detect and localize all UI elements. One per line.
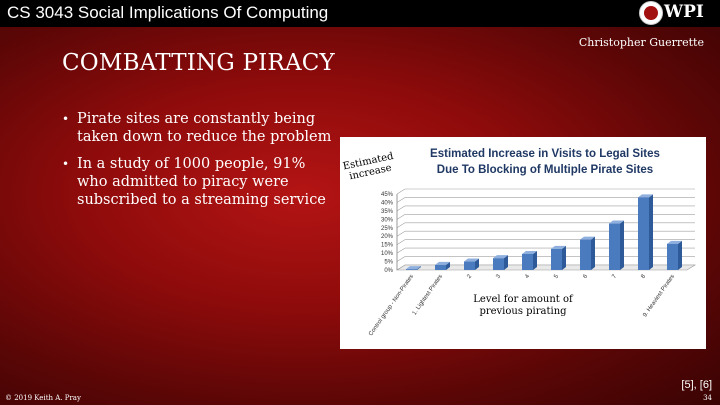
grid-line-side — [396, 247, 406, 254]
bar-side — [649, 194, 653, 270]
x-tick-label: 9. Heaviest Pirates — [642, 274, 676, 319]
bar-chart: Estimated Increase in Visits to Legal Si… — [342, 148, 697, 338]
grid-line-side — [396, 256, 406, 262]
bar-side — [678, 240, 682, 270]
header-bar: CS 3043 Social Implications Of Computing… — [0, 0, 720, 27]
y-tick-label: 0% — [384, 268, 393, 274]
bar — [638, 197, 649, 270]
chart-title: Estimated Increase in Visits to Legal Si… — [430, 148, 660, 160]
page-number: 34 — [703, 394, 712, 402]
wpi-seal-icon — [639, 1, 663, 25]
y-tick-label: 5% — [384, 260, 393, 266]
bar-side — [417, 266, 421, 270]
course-title: CS 3043 Social Implications Of Computing — [7, 3, 329, 22]
x-tick-label: 6 — [582, 273, 589, 280]
bar — [609, 223, 620, 270]
y-tick-label: 10% — [381, 251, 394, 257]
x-tick-label: 1. Lightest Pirates — [412, 274, 444, 317]
bar-side — [562, 245, 566, 270]
x-tick-label: 8 — [640, 273, 647, 280]
bar — [493, 258, 504, 270]
bullet-list: Pirate sites are constantly being taken … — [62, 110, 338, 218]
bar-top — [580, 236, 595, 240]
x-tick-label: 3 — [495, 273, 502, 280]
bar — [580, 239, 591, 270]
bar-top — [551, 245, 566, 249]
bar-top — [493, 255, 508, 259]
bar — [551, 248, 562, 270]
bar-top — [464, 258, 479, 262]
x-axis-label: previous pirating — [479, 306, 567, 317]
x-axis-label: Level for amount of — [473, 294, 574, 305]
grid-line-side — [396, 230, 406, 237]
bullet-item: In a study of 1000 people, 91% who admit… — [62, 155, 338, 209]
grid-line-side — [396, 188, 406, 195]
bar-top — [406, 266, 421, 270]
y-tick-label: 25% — [381, 226, 394, 232]
bar — [435, 264, 446, 270]
bar — [464, 261, 475, 270]
bar-top — [435, 261, 450, 265]
slide-title: COMBATTING PIRACY — [62, 50, 335, 76]
bar-side — [446, 261, 450, 270]
wpi-logo-text: WPI — [664, 2, 704, 22]
references: [5], [6] — [681, 379, 712, 391]
chart-figure: Estimated Increase in Visits to Legal Si… — [340, 137, 706, 349]
bullet-item: Pirate sites are constantly being taken … — [62, 110, 338, 146]
x-tick-label: Control group - Non-Pirates — [368, 274, 415, 338]
bar-top — [522, 250, 537, 254]
copyright: © 2019 Keith A. Pray — [5, 394, 81, 402]
grid-line-side — [396, 214, 406, 220]
x-tick-label: 5 — [553, 273, 560, 280]
x-tick-label: 4 — [524, 273, 531, 280]
x-tick-label: 2 — [466, 273, 473, 280]
y-tick-label: 30% — [381, 217, 394, 223]
y-tick-label: 15% — [381, 243, 394, 249]
bar — [522, 253, 533, 270]
grid-line-side — [396, 197, 406, 203]
grid-line-side — [396, 205, 406, 212]
grid-line-side — [396, 222, 406, 229]
bar-top — [609, 220, 624, 224]
bar-top — [638, 194, 653, 198]
bar-side — [591, 236, 595, 270]
bar-top — [667, 240, 682, 244]
wpi-logo: WPI — [639, 1, 719, 25]
bar — [667, 243, 678, 270]
bar-side — [504, 255, 508, 270]
x-tick-label: 7 — [611, 273, 618, 280]
bar-side — [533, 250, 537, 270]
y-tick-label: 20% — [381, 234, 394, 240]
bar-side — [620, 220, 624, 270]
y-tick-label: 40% — [381, 200, 394, 206]
bar-side — [475, 258, 479, 270]
y-tick-label: 35% — [381, 209, 394, 215]
grid-line-side — [396, 239, 406, 245]
chart-title: Due To Blocking of Multiple Pirate Sites — [437, 164, 653, 176]
bar — [406, 269, 417, 270]
y-tick-label: 45% — [381, 192, 394, 198]
author-name: Christopher Guerrette — [578, 36, 704, 49]
